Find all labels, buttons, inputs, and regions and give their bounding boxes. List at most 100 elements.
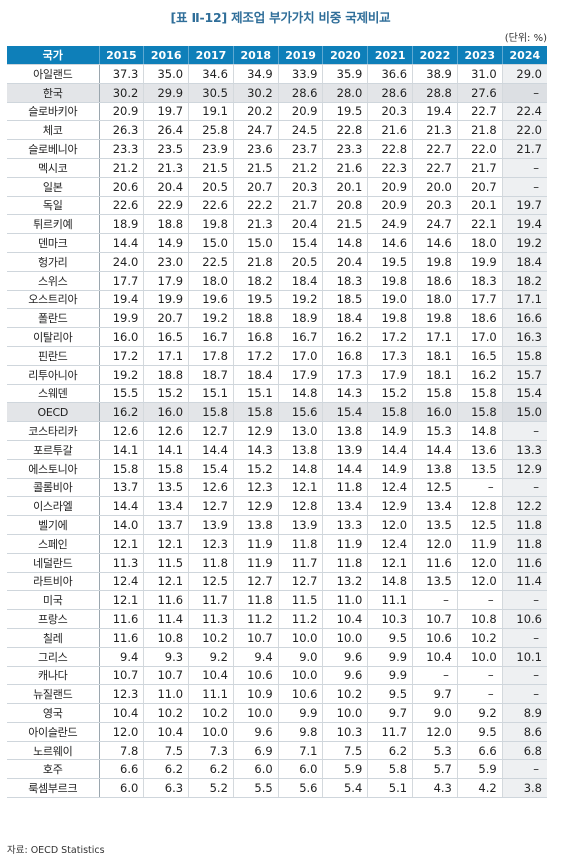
country-cell: 오스트리아 — [7, 290, 100, 310]
country-cell: 멕시코 — [7, 158, 100, 178]
value-cell: 19.4 — [412, 102, 458, 122]
value-cell: 6.2 — [143, 759, 190, 780]
value-cell: 20.3 — [278, 177, 324, 197]
value-cell: – — [412, 666, 458, 686]
value-cell: 17.0 — [278, 346, 324, 366]
country-cell: 코스타리카 — [7, 421, 100, 441]
value-cell: 12.9 — [367, 496, 414, 517]
value-cell: 12.0 — [457, 572, 503, 592]
value-cell: 19.4 — [99, 290, 145, 310]
value-cell: 22.0 — [502, 120, 547, 141]
value-cell: 20.7 — [143, 308, 190, 329]
value-cell: 17.8 — [188, 346, 234, 366]
value-cell: 11.2 — [278, 609, 324, 629]
value-cell: 9.7 — [412, 684, 458, 705]
value-cell: 23.3 — [322, 139, 369, 159]
value-cell: 17.2 — [367, 327, 414, 347]
value-cell: 10.8 — [143, 628, 190, 648]
value-cell: 11.6 — [99, 609, 145, 629]
value-cell: 6.2 — [188, 759, 234, 780]
value-cell: 29.9 — [143, 83, 190, 103]
country-cell: OECD — [7, 402, 100, 423]
value-cell: 11.8 — [233, 590, 279, 611]
value-cell: 22.8 — [322, 120, 369, 141]
value-cell: 9.7 — [367, 703, 414, 723]
value-cell: 10.0 — [188, 722, 234, 742]
value-cell: 10.4 — [322, 609, 369, 629]
value-cell: 14.0 — [99, 515, 145, 535]
value-cell: 23.9 — [188, 139, 234, 159]
value-cell: 12.1 — [278, 478, 324, 498]
value-cell: 19.1 — [188, 102, 234, 122]
value-cell: 21.5 — [322, 214, 369, 235]
value-cell: 16.0 — [143, 402, 190, 423]
value-cell: 21.7 — [278, 196, 324, 216]
value-cell: 6.0 — [233, 759, 279, 780]
table-row: 벨기에 14.0 13.7 13.9 13.8 13.9 13.3 12.0 13.5 12.5 1… — [7, 515, 547, 535]
value-cell: 18.4 — [278, 271, 324, 291]
value-cell: 10.0 — [322, 703, 369, 723]
value-cell: 9.6 — [233, 722, 279, 742]
value-cell: 18.5 — [322, 290, 369, 310]
value-cell: 20.5 — [188, 177, 234, 197]
value-cell: 9.5 — [367, 628, 414, 648]
value-cell: 34.6 — [188, 64, 234, 84]
value-cell: 22.9 — [143, 196, 190, 216]
value-cell: 5.9 — [457, 759, 503, 780]
country-cell: 한국 — [7, 83, 100, 103]
value-cell: 21.8 — [233, 252, 279, 272]
value-cell: 22.0 — [457, 139, 503, 159]
country-cell: 미국 — [7, 590, 100, 611]
value-cell: 16.0 — [412, 402, 458, 423]
value-cell: 16.3 — [502, 327, 547, 347]
value-cell: 18.9 — [278, 308, 324, 329]
value-cell: 21.3 — [143, 158, 190, 178]
value-cell: 13.5 — [412, 572, 458, 592]
value-cell: 6.3 — [143, 778, 190, 799]
value-cell: 14.4 — [412, 440, 458, 460]
value-cell: 10.0 — [278, 628, 324, 648]
value-cell: – — [412, 590, 458, 611]
value-cell: 18.8 — [143, 214, 190, 235]
table-row: 폴란드 19.9 20.7 19.2 18.8 18.9 18.4 19.8 19.8 18.6 1… — [7, 308, 547, 329]
value-cell: 23.0 — [143, 252, 190, 272]
value-cell: 12.9 — [233, 421, 279, 441]
country-cell: 프랑스 — [7, 609, 100, 629]
value-cell: 11.8 — [322, 478, 369, 498]
value-cell: 4.3 — [412, 778, 458, 799]
value-cell: 9.8 — [278, 722, 324, 742]
value-cell: 29.0 — [502, 64, 547, 84]
value-cell: 22.1 — [457, 214, 503, 235]
value-cell: 12.1 — [99, 534, 145, 554]
value-cell: 14.8 — [278, 459, 324, 479]
table-row: 뉴질랜드 12.3 11.0 11.1 10.9 10.6 10.2 9.5 9.7– – — [7, 684, 547, 705]
value-cell: 6.6 — [457, 741, 503, 761]
table-row: 칠레 11.6 10.8 10.2 10.7 10.0 10.0 9.5 10.6 10.2– — [7, 628, 547, 648]
value-cell: 13.9 — [322, 440, 369, 460]
value-cell: 10.7 — [99, 666, 145, 686]
value-cell: 24.5 — [278, 120, 324, 141]
value-cell: 15.8 — [99, 459, 145, 479]
value-cell: 20.6 — [99, 177, 145, 197]
value-cell: 9.9 — [367, 666, 414, 686]
value-cell: 15.7 — [502, 365, 547, 385]
value-cell: 25.8 — [188, 120, 234, 141]
value-cell: 12.4 — [99, 572, 145, 592]
value-cell: 10.2 — [143, 703, 190, 723]
country-cell: 아이슬란드 — [7, 722, 100, 742]
table-row: 덴마크 14.4 14.9 15.0 15.0 15.4 14.8 14.6 14.6 18.0 1… — [7, 233, 547, 253]
value-cell: 17.9 — [143, 271, 190, 291]
value-cell: 35.9 — [322, 64, 369, 84]
value-cell: 30.5 — [188, 83, 234, 103]
value-cell: 5.2 — [188, 778, 234, 799]
header-year: 2023 — [457, 46, 503, 65]
manufacturing-value-added-table: 국가 2015 2016 2017 2018 2019 2020 2021 2022 2023 20… — [7, 46, 547, 799]
value-cell: – — [502, 158, 547, 178]
value-cell: – — [502, 83, 547, 103]
table-row: 체코 26.3 26.4 25.8 24.7 24.5 22.8 21.6 21.3 21.8 22… — [7, 120, 547, 141]
value-cell: 21.7 — [457, 158, 503, 178]
value-cell: 15.8 — [502, 346, 547, 366]
value-cell: 16.2 — [457, 365, 503, 385]
value-cell: 4.2 — [457, 778, 503, 799]
value-cell: 12.5 — [457, 515, 503, 535]
